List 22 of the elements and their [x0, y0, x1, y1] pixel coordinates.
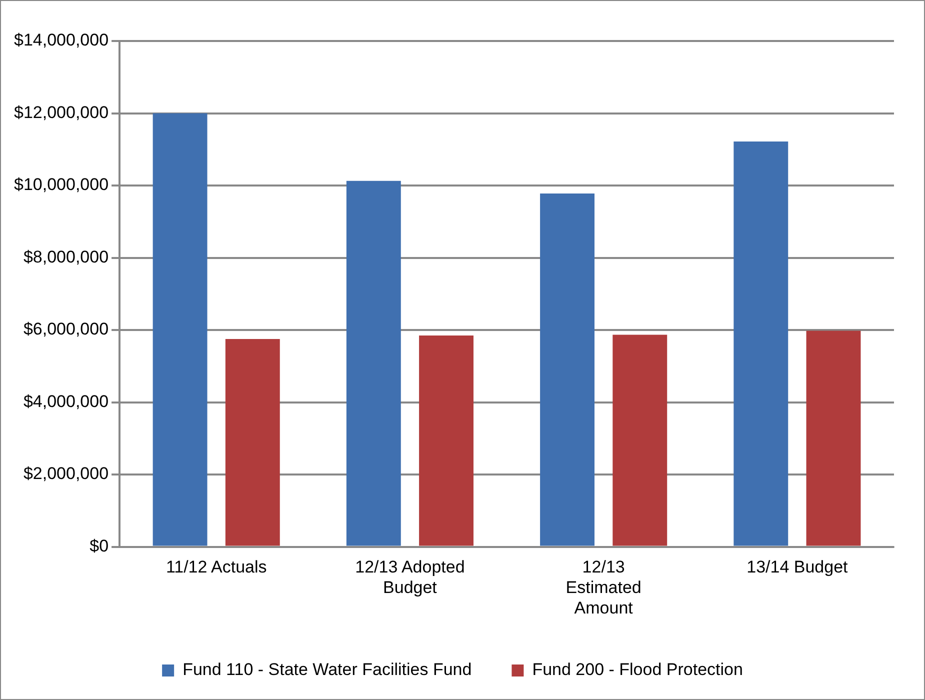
bar — [346, 180, 401, 546]
y-tick-label: $4,000,000 — [23, 392, 109, 411]
y-tick-label: $0 — [90, 536, 109, 556]
bar — [540, 193, 594, 546]
y-tick-label: $10,000,000 — [14, 175, 109, 194]
bar — [152, 113, 208, 546]
x-tick-label: 12/13 Adopted Budget — [355, 558, 465, 598]
bar — [734, 141, 788, 546]
bar — [225, 339, 280, 546]
x-tick-label: 13/14 Budget — [746, 558, 848, 577]
y-tick-label: $6,000,000 — [23, 320, 109, 339]
x-tick-label: 12/13 Estimated Amount — [566, 558, 642, 618]
bar — [806, 330, 861, 546]
y-tick-label: $12,000,000 — [14, 102, 109, 122]
legend-label: Fund 200 - Flood Protection — [532, 660, 743, 680]
y-tick-label: $2,000,000 — [23, 464, 109, 484]
bar — [612, 334, 668, 546]
legend-label: Fund 110 - State Water Facilities Fund — [182, 660, 472, 680]
x-tick-label: 11/12 Actuals — [166, 558, 267, 577]
y-tick-label: $14,000,000 — [14, 30, 109, 50]
bar — [419, 335, 474, 546]
y-tick-label: $8,000,000 — [23, 247, 109, 266]
